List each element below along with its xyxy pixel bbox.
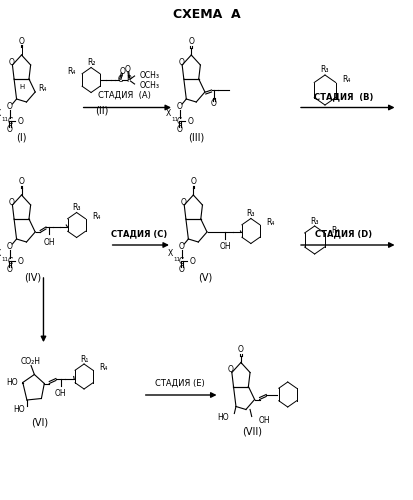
Text: O: O bbox=[188, 38, 194, 46]
Text: СТАДИЯ  (A): СТАДИЯ (A) bbox=[97, 91, 150, 100]
Text: O: O bbox=[176, 102, 182, 111]
Text: H: H bbox=[19, 84, 24, 90]
Text: O: O bbox=[228, 366, 233, 374]
Text: 11: 11 bbox=[173, 257, 180, 262]
Text: R₁: R₁ bbox=[80, 354, 88, 364]
Text: (III): (III) bbox=[188, 132, 204, 142]
Text: R₄: R₄ bbox=[330, 226, 339, 235]
Text: R₄: R₄ bbox=[38, 84, 47, 94]
Text: X: X bbox=[0, 250, 1, 258]
Text: R₃: R₃ bbox=[320, 66, 328, 74]
Text: O: O bbox=[180, 198, 186, 207]
Text: O: O bbox=[189, 256, 195, 266]
Text: (I): (I) bbox=[16, 132, 27, 142]
Text: 11: 11 bbox=[2, 117, 8, 122]
Text: OH: OH bbox=[219, 242, 230, 251]
Text: O: O bbox=[9, 198, 14, 207]
Text: O: O bbox=[7, 266, 13, 274]
Text: (VII): (VII) bbox=[242, 426, 262, 436]
Text: O: O bbox=[7, 126, 13, 134]
Text: OH: OH bbox=[55, 390, 66, 398]
Text: O: O bbox=[19, 178, 24, 186]
Text: O: O bbox=[178, 266, 184, 274]
Text: C: C bbox=[7, 256, 12, 266]
Text: X: X bbox=[167, 250, 172, 258]
Text: R₃: R₃ bbox=[310, 216, 318, 226]
Text: R₄: R₄ bbox=[67, 67, 76, 76]
Text: O: O bbox=[237, 345, 243, 354]
Text: O: O bbox=[178, 242, 184, 251]
Text: O: O bbox=[7, 242, 13, 251]
Text: СТАДИЯ  (B): СТАДИЯ (B) bbox=[313, 92, 373, 101]
Text: O: O bbox=[9, 58, 14, 67]
Text: O: O bbox=[17, 116, 23, 126]
Text: СТАДИЯ (C): СТАДИЯ (C) bbox=[110, 229, 166, 238]
Text: X: X bbox=[165, 110, 170, 118]
Text: O: O bbox=[178, 58, 184, 67]
Text: R₄: R₄ bbox=[99, 363, 107, 372]
Text: O: O bbox=[7, 102, 13, 111]
Text: X: X bbox=[0, 110, 1, 118]
Text: R₃: R₃ bbox=[72, 203, 81, 212]
Text: C: C bbox=[177, 116, 182, 126]
Text: O: O bbox=[176, 126, 182, 134]
Text: O: O bbox=[125, 64, 131, 74]
Text: OH: OH bbox=[43, 238, 55, 247]
Text: C: C bbox=[7, 116, 12, 126]
Text: R₄: R₄ bbox=[92, 212, 100, 221]
Text: (IV): (IV) bbox=[24, 272, 42, 282]
Text: R₄: R₄ bbox=[266, 218, 274, 227]
Text: O: O bbox=[187, 116, 192, 126]
Text: (VI): (VI) bbox=[31, 418, 48, 428]
Text: R₃: R₃ bbox=[246, 209, 254, 218]
Text: СТАДИЯ (E): СТАДИЯ (E) bbox=[155, 379, 204, 388]
Text: R₂: R₂ bbox=[87, 58, 95, 67]
Text: C: C bbox=[179, 256, 184, 266]
Text: O: O bbox=[19, 36, 24, 46]
Text: 11: 11 bbox=[2, 257, 8, 262]
Text: R₄: R₄ bbox=[342, 76, 350, 84]
Text: O: O bbox=[119, 66, 125, 76]
Text: 11: 11 bbox=[171, 117, 178, 122]
Text: O: O bbox=[190, 178, 196, 186]
Text: (II): (II) bbox=[95, 105, 108, 115]
Text: HO: HO bbox=[6, 378, 18, 387]
Text: OH: OH bbox=[258, 416, 269, 425]
Text: C: C bbox=[118, 76, 123, 84]
Text: O: O bbox=[17, 256, 23, 266]
Text: P: P bbox=[126, 76, 131, 84]
Text: OCH₃: OCH₃ bbox=[139, 82, 159, 90]
Text: HO: HO bbox=[217, 413, 229, 422]
Text: CO₂H: CO₂H bbox=[20, 357, 40, 366]
Text: (V): (V) bbox=[197, 272, 211, 282]
Text: HO: HO bbox=[13, 406, 24, 414]
Text: O: O bbox=[211, 100, 216, 108]
Text: СХЕМА  А: СХЕМА А bbox=[173, 8, 240, 22]
Text: OCH₃: OCH₃ bbox=[139, 70, 159, 80]
Text: СТАДИЯ (D): СТАДИЯ (D) bbox=[314, 229, 371, 238]
